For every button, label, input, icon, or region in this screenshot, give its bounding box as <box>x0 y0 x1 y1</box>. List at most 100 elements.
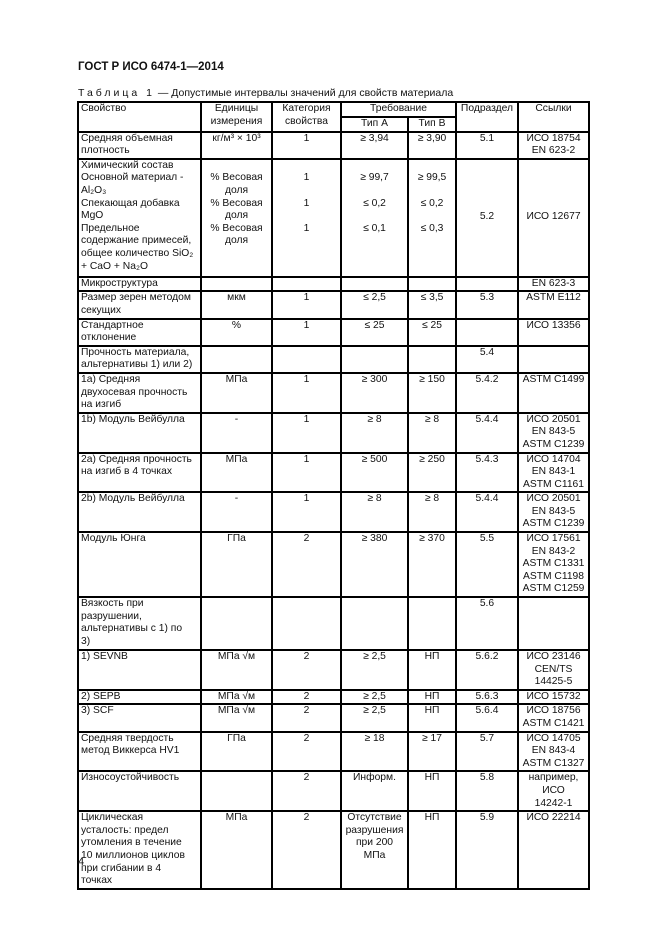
cell-category: 2 <box>271 688 342 706</box>
cell-type-b <box>407 275 457 293</box>
cell-references: ИСО 18754 EN 623-2 <box>517 130 590 160</box>
cell-type-b: НП <box>407 810 457 891</box>
cell-category <box>271 275 342 293</box>
cell-units <box>200 770 273 813</box>
cell-subsection: 5.4.2 <box>455 371 519 414</box>
cell-type-a: Отсутствие разрушения при 200 МПа <box>340 810 409 891</box>
cell-subsection: 5.2 <box>455 157 519 278</box>
header-subsection: Подраздел <box>455 101 519 133</box>
table-row: Размер зерен методом секущих мкм 1 ≤ 2,5 ≤ 3… <box>77 290 590 320</box>
cell-units: МПа √м <box>200 688 273 706</box>
cell-type-b: ≥ 150 <box>407 371 457 414</box>
cell-units <box>200 275 273 293</box>
cell-type-a: ≥ 2,5 <box>340 703 409 733</box>
cell-subsection: 5.6 <box>455 596 519 652</box>
cell-category: 1 <box>271 130 342 160</box>
cell-units: % <box>200 317 273 347</box>
cell-units: МПа <box>200 451 273 494</box>
cell-references: ASTM C1499 <box>517 371 590 414</box>
cell-category: 1 <box>271 290 342 320</box>
table-row: 1b) Модуль Вейбулла -1 ≥ 8 ≥ 8 5.4.4 ИСО 2050… <box>77 411 590 454</box>
cell-type-a: ≥ 500 <box>340 451 409 494</box>
cell-type-b: НП <box>407 703 457 733</box>
cell-category: 2 <box>271 649 342 691</box>
cell-type-b: ≥ 8 <box>407 491 457 534</box>
cell-category <box>271 344 342 374</box>
header-type-b: Тип В <box>407 116 457 133</box>
cell-references: ИСО 15732 <box>517 688 590 706</box>
cell-type-a: ≤ 2,5 <box>340 290 409 320</box>
cell-references: EN 623-3 <box>517 275 590 293</box>
cell-references: например, ИСО 14242-1 <box>517 770 590 813</box>
cell-type-b: ≤ 25 <box>407 317 457 347</box>
cell-references: ИСО 14704 EN 843-1 ASTM C1161 <box>517 451 590 494</box>
table-row: Микроструктура EN 623-3 <box>77 275 590 293</box>
cell-property: Размер зерен методом секущих <box>77 290 202 320</box>
cell-category: 2 <box>271 531 342 599</box>
cell-type-a: ≥ 18 <box>340 730 409 773</box>
cell-subsection: 5.5 <box>455 531 519 599</box>
cell-property: 1b) Модуль Вейбулла <box>77 411 202 454</box>
cell-references: ИСО 12677 <box>517 157 590 278</box>
cell-type-b: НП <box>407 688 457 706</box>
cell-type-a <box>340 344 409 374</box>
table-row: 2а) Средняя прочность на изгиб в 4 точка… <box>77 451 590 494</box>
cell-units: МПа √м <box>200 703 273 733</box>
cell-subsection: 5.6.2 <box>455 649 519 691</box>
cell-type-a: ≥ 99,7 ≤ 0,2 ≤ 0,1 <box>340 157 409 278</box>
cell-property: Средняя твердость метод Виккерса HV1 <box>77 730 202 773</box>
cell-units: - <box>200 491 273 534</box>
cell-category: 1 <box>271 317 342 347</box>
cell-units: % Весовая доля % Весовая доля % Весовая … <box>200 157 273 278</box>
cell-references: ASTM E112 <box>517 290 590 320</box>
cell-category <box>271 596 342 652</box>
cell-type-b: ≥ 17 <box>407 730 457 773</box>
cell-references: ИСО 13356 <box>517 317 590 347</box>
cell-subsection: 5.4.4 <box>455 411 519 454</box>
cell-units: кг/м³ × 10³ <box>200 130 273 160</box>
cell-units <box>200 596 273 652</box>
cell-type-a: ≥ 300 <box>340 371 409 414</box>
cell-subsection: 5.4 <box>455 344 519 374</box>
cell-category: 1 <box>271 451 342 494</box>
cell-property: 2b) Модуль Вейбулла <box>77 491 202 534</box>
cell-type-b: ≥ 250 <box>407 451 457 494</box>
cell-property: Модуль Юнга <box>77 531 202 599</box>
cell-category: 2 <box>271 810 342 891</box>
table-row: Износоустойчивость 2 Информ. НП 5.8 например,… <box>77 770 590 813</box>
header-type-a: Тип А <box>340 116 409 133</box>
table-row: Средняя объемная плотность кг/м³ × 10³ 1 ≥ … <box>77 130 590 160</box>
header-category: Категория свойства <box>271 101 342 133</box>
page-number: 4 <box>78 856 85 868</box>
cell-type-b: ≥ 370 <box>407 531 457 599</box>
cell-subsection: 5.6.3 <box>455 688 519 706</box>
cell-type-a: ≥ 380 <box>340 531 409 599</box>
cell-property: Стандартное отклонение <box>77 317 202 347</box>
table-row: 2) SEPB МПа √м 2 ≥ 2,5 НП 5.6.3 ИСО 15732 <box>77 688 590 706</box>
table-row: 1а) Средняя двухосевая прочность на изги… <box>77 371 590 414</box>
header-references: Ссылки <box>517 101 590 133</box>
cell-units: мкм <box>200 290 273 320</box>
cell-property: Прочность материала, альтернативы 1) или… <box>77 344 202 374</box>
cell-category: 2 <box>271 770 342 813</box>
cell-type-b <box>407 344 457 374</box>
cell-category: 2 <box>271 703 342 733</box>
cell-units: МПа √м <box>200 649 273 691</box>
cell-property: 1а) Средняя двухосевая прочность на изги… <box>77 371 202 414</box>
header-units: Единицы измерения <box>200 101 273 133</box>
cell-references: ИСО 14705 EN 843-4 ASTM C1327 <box>517 730 590 773</box>
cell-type-a: ≥ 2,5 <box>340 688 409 706</box>
cell-type-b: ≥ 8 <box>407 411 457 454</box>
cell-units: - <box>200 411 273 454</box>
table-row: Циклическая усталость: предел утомления … <box>77 810 590 891</box>
cell-property: 2а) Средняя прочность на изгиб в 4 точка… <box>77 451 202 494</box>
cell-references: ИСО 17561 EN 843-2 ASTM C1331 ASTM C1198… <box>517 531 590 599</box>
table-row: 3) SCF МПа √м 2 ≥ 2,5 НП 5.6.4 ИСО 18756 ASTM … <box>77 703 590 733</box>
table-caption-label: Таблица 1 <box>78 87 155 99</box>
cell-subsection: 5.3 <box>455 290 519 320</box>
cell-type-b: НП <box>407 649 457 691</box>
cell-units: МПа <box>200 810 273 891</box>
cell-property: 1) SEVNB <box>77 649 202 691</box>
cell-references: ИСО 20501 EN 843-5 ASTM C1239 <box>517 411 590 454</box>
table-row: 2b) Модуль Вейбулла -1 ≥ 8 ≥ 8 5.4.4 ИСО 2050… <box>77 491 590 534</box>
